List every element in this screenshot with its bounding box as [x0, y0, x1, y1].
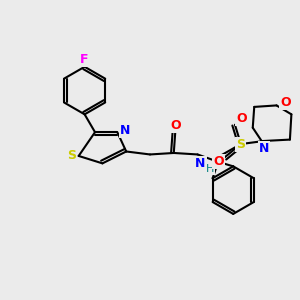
Text: O: O: [170, 119, 181, 132]
Text: N: N: [119, 124, 130, 137]
Text: O: O: [213, 155, 224, 168]
Text: N: N: [195, 158, 206, 170]
Text: N: N: [259, 142, 269, 155]
Text: O: O: [236, 112, 247, 125]
Text: S: S: [236, 138, 245, 151]
Text: S: S: [67, 149, 76, 162]
Text: O: O: [280, 96, 291, 109]
Text: F: F: [80, 53, 89, 66]
Text: H: H: [206, 164, 214, 174]
